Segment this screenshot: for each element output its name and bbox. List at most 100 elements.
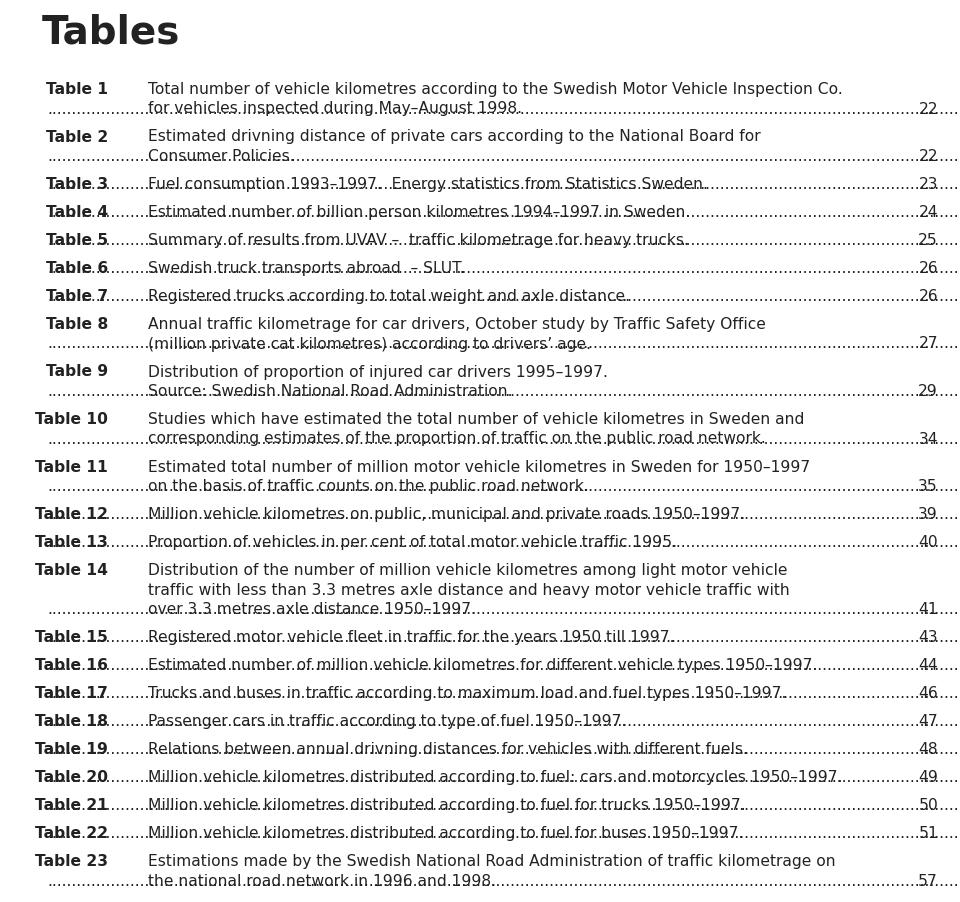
Text: 22: 22 [919,149,938,164]
Text: 41: 41 [919,602,938,616]
Text: 26: 26 [919,261,938,276]
Text: Table 22: Table 22 [35,825,108,840]
Text: Table 15: Table 15 [36,630,108,644]
Text: 50: 50 [919,797,938,812]
Text: for vehicles inspected during May–August 1998.: for vehicles inspected during May–August… [148,101,522,116]
Text: Table 14: Table 14 [35,562,108,577]
Text: ................................................................................: ........................................… [47,506,960,521]
Text: Table 13: Table 13 [36,534,108,549]
Text: Table 6: Table 6 [46,261,108,276]
Text: ................................................................................: ........................................… [47,261,960,276]
Text: Summary of results from UVAV –  traffic kilometrage for heavy trucks.: Summary of results from UVAV – traffic k… [148,233,689,248]
Text: 43: 43 [919,630,938,644]
Text: Trucks and buses in traffic according to maximum load and fuel types 1950–1997.: Trucks and buses in traffic according to… [148,686,786,700]
Text: Million vehicle kilometres on public, municipal and private roads 1950–1997.: Million vehicle kilometres on public, mu… [148,506,745,521]
Text: Table 17: Table 17 [36,686,108,700]
Text: 24: 24 [919,205,938,220]
Text: Million vehicle kilometres distributed according to fuel for trucks 1950–1997.: Million vehicle kilometres distributed a… [148,797,746,812]
Text: ................................................................................: ........................................… [47,431,960,446]
Text: Table 5: Table 5 [46,233,108,248]
Text: (million private cat kilometres) according to drivers’ age.: (million private cat kilometres) accordi… [148,336,591,351]
Text: 46: 46 [919,686,938,700]
Text: 40: 40 [919,534,938,549]
Text: ................................................................................: ........................................… [47,713,960,728]
Text: corresponding estimates of the proportion of traffic on the public road network.: corresponding estimates of the proportio… [148,431,766,446]
Text: ................................................................................: ........................................… [47,658,960,672]
Text: Table 19: Table 19 [36,741,108,756]
Text: 48: 48 [919,741,938,756]
Text: 26: 26 [919,289,938,304]
Text: ................................................................................: ........................................… [47,149,960,164]
Text: 23: 23 [919,177,938,192]
Text: ................................................................................: ........................................… [47,602,960,616]
Text: Estimated drivning distance of private cars according to the National Board for: Estimated drivning distance of private c… [148,129,760,144]
Text: ................................................................................: ........................................… [47,630,960,644]
Text: 27: 27 [919,336,938,351]
Text: Estimated number of billion person kilometres 1994–1997 in Sweden.: Estimated number of billion person kilom… [148,205,690,220]
Text: Annual traffic kilometrage for car drivers, October study by Traffic Safety Offi: Annual traffic kilometrage for car drive… [148,317,766,332]
Text: Swedish truck transports abroad  – SLUT.: Swedish truck transports abroad – SLUT. [148,261,465,276]
Text: Relations between annual drivning distances for vehicles with different fuels.: Relations between annual drivning distan… [148,741,748,756]
Text: ................................................................................: ........................................… [47,336,960,351]
Text: 44: 44 [919,658,938,672]
Text: Consumer Policies.: Consumer Policies. [148,149,295,164]
Text: Million vehicle kilometres distributed according to fuel: cars and motorcycles 1: Million vehicle kilometres distributed a… [148,769,843,784]
Text: Registered motor vehicle fleet in traffic for the years 1950 till 1997.: Registered motor vehicle fleet in traffi… [148,630,675,644]
Text: ................................................................................: ........................................… [47,101,960,116]
Text: ................................................................................: ........................................… [47,741,960,756]
Text: Table 18: Table 18 [35,713,108,728]
Text: Table 21: Table 21 [35,797,108,812]
Text: ................................................................................: ........................................… [47,289,960,304]
Text: Studies which have estimated the total number of vehicle kilometres in Sweden an: Studies which have estimated the total n… [148,411,804,427]
Text: ................................................................................: ........................................… [47,872,960,888]
Text: ................................................................................: ........................................… [47,797,960,812]
Text: Total number of vehicle kilometres according to the Swedish Motor Vehicle Inspec: Total number of vehicle kilometres accor… [148,82,843,97]
Text: Proportion of vehicles in per cent of total motor vehicle traffic 1995.: Proportion of vehicles in per cent of to… [148,534,677,549]
Text: over 3.3 metres axle distance 1950–1997.: over 3.3 metres axle distance 1950–1997. [148,602,476,616]
Text: 47: 47 [919,713,938,728]
Text: 35: 35 [919,478,938,493]
Text: Fuel consumption 1993–1997.  Energy statistics from Statistics Sweden.: Fuel consumption 1993–1997. Energy stati… [148,177,708,192]
Text: Million vehicle kilometres distributed according to fuel for buses 1950–1997.: Million vehicle kilometres distributed a… [148,825,743,840]
Text: traffic with less than 3.3 metres axle distance and heavy motor vehicle traffic : traffic with less than 3.3 metres axle d… [148,582,790,597]
Text: Table 16: Table 16 [35,658,108,672]
Text: ................................................................................: ........................................… [47,233,960,248]
Text: ................................................................................: ........................................… [47,769,960,784]
Text: Estimations made by the Swedish National Road Administration of traffic kilometr: Estimations made by the Swedish National… [148,853,835,868]
Text: Estimated total number of million motor vehicle kilometres in Sweden for 1950–19: Estimated total number of million motor … [148,459,810,474]
Text: 57: 57 [918,872,938,888]
Text: 29: 29 [919,383,938,399]
Text: Tables: Tables [42,14,180,52]
Text: Table 7: Table 7 [46,289,108,304]
Text: 51: 51 [919,825,938,840]
Text: ................................................................................: ........................................… [47,177,960,192]
Text: Registered trucks according to total weight and axle distance.: Registered trucks according to total wei… [148,289,630,304]
Text: Table 11: Table 11 [36,459,108,474]
Text: 34: 34 [919,431,938,446]
Text: Table 4: Table 4 [46,205,108,220]
Text: 22: 22 [919,101,938,116]
Text: Table 20: Table 20 [35,769,108,784]
Text: Passenger cars in traffic according to type of fuel 1950–1997.: Passenger cars in traffic according to t… [148,713,626,728]
Text: the national road network in 1996 and 1998.: the national road network in 1996 and 19… [148,872,496,888]
Text: on the basis of traffic counts on the public road network.: on the basis of traffic counts on the pu… [148,478,588,493]
Text: ................................................................................: ........................................… [47,825,960,840]
Text: Distribution of proportion of injured car drivers 1995–1997.: Distribution of proportion of injured ca… [148,364,608,379]
Text: 25: 25 [919,233,938,248]
Text: Table 2: Table 2 [46,129,108,144]
Text: 49: 49 [918,769,938,784]
Text: Table 3: Table 3 [46,177,108,192]
Text: Estimated number of million vehicle kilometres for different vehicle types 1950–: Estimated number of million vehicle kilo… [148,658,817,672]
Text: ................................................................................: ........................................… [47,383,960,399]
Text: Table 9: Table 9 [46,364,108,379]
Text: Table 8: Table 8 [46,317,108,332]
Text: 39: 39 [919,506,938,521]
Text: Distribution of the number of million vehicle kilometres among light motor vehic: Distribution of the number of million ve… [148,562,787,577]
Text: ................................................................................: ........................................… [47,534,960,549]
Text: Table 23: Table 23 [35,853,108,868]
Text: ................................................................................: ........................................… [47,478,960,493]
Text: ................................................................................: ........................................… [47,205,960,220]
Text: Table 12: Table 12 [35,506,108,521]
Text: Table 1: Table 1 [46,82,108,97]
Text: ................................................................................: ........................................… [47,686,960,700]
